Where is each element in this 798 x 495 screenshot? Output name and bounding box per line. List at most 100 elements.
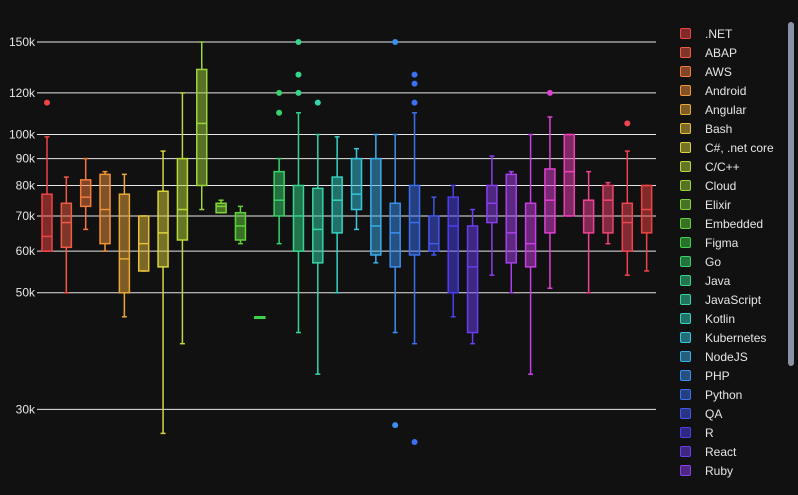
y-axis-ticks: 30k 50k 60k 70k 80k 90k 100k 120k 150k	[9, 35, 36, 416]
outlier-point	[295, 39, 302, 45]
legend-item[interactable]: Embedded	[680, 214, 784, 233]
outlier-point	[411, 99, 418, 106]
legend-item[interactable]: AWS	[680, 62, 784, 81]
legend-swatch	[680, 161, 691, 172]
legend-swatch	[680, 66, 691, 77]
box-iqr	[196, 68, 208, 187]
box-6	[137, 215, 150, 272]
legend-item[interactable]: .NET	[680, 24, 784, 43]
legend-scrollbar[interactable]	[788, 22, 794, 366]
legend-swatch	[680, 85, 691, 96]
legend-item[interactable]: ABAP	[680, 43, 784, 62]
legend-swatch	[680, 142, 691, 153]
box-iqr	[118, 193, 131, 294]
outlier-point	[392, 422, 399, 429]
legend-swatch	[680, 275, 691, 286]
legend-label: Figma	[705, 235, 739, 250]
legend-item[interactable]: JavaScript	[680, 290, 784, 309]
legend-label: NodeJS	[705, 349, 748, 364]
legend-label: Angular	[705, 102, 747, 117]
box-28	[563, 133, 576, 217]
outlier-point	[546, 89, 553, 96]
legend-item[interactable]: Elixir	[680, 195, 784, 214]
box-9	[196, 41, 208, 211]
box-30	[602, 181, 614, 245]
legend-item[interactable]: Python	[680, 385, 784, 404]
legend-item[interactable]: Go	[680, 252, 784, 271]
legend-label: C/C++	[705, 159, 740, 174]
legend-item[interactable]: QA	[680, 404, 784, 423]
box-iqr	[350, 157, 363, 211]
box-iqr	[563, 133, 576, 217]
legend-item[interactable]: PHP	[680, 366, 784, 385]
legend-swatch	[680, 123, 691, 134]
box-27	[544, 89, 556, 289]
legend-label: Bash	[705, 121, 733, 136]
legend-swatch	[680, 427, 691, 438]
legend-label: Cloud	[705, 178, 737, 193]
box-iqr	[157, 190, 169, 268]
legend-item[interactable]: Kubernetes	[680, 328, 784, 347]
legend-item[interactable]: Figma	[680, 233, 784, 252]
legend-swatch	[680, 332, 691, 343]
legend-label: Java	[705, 273, 731, 288]
legend-label: Embedded	[705, 216, 764, 231]
legend-item[interactable]: Kotlin	[680, 309, 784, 328]
legend-swatch	[680, 370, 691, 381]
box-23	[466, 208, 479, 345]
legend-swatch	[680, 180, 691, 191]
y-tick-label: 150k	[9, 35, 36, 49]
legend-item[interactable]: R	[680, 423, 784, 442]
legend-swatch	[680, 237, 691, 248]
box-31	[621, 120, 634, 276]
legend-item[interactable]: Cloud	[680, 176, 784, 195]
legend-item[interactable]: C#, .net core	[680, 138, 784, 157]
y-tick-label: 100k	[9, 128, 36, 142]
box-13	[273, 89, 285, 245]
box-iqr	[582, 199, 595, 234]
legend-label: AWS	[705, 64, 732, 79]
box-24	[486, 155, 498, 276]
box-11	[234, 205, 247, 245]
box-iqr	[41, 193, 53, 252]
outlier-point	[44, 99, 50, 106]
legend-label: C#, .net core	[705, 140, 774, 155]
legend-swatch	[680, 465, 691, 476]
y-tick-label: 60k	[16, 244, 36, 258]
box-26	[524, 133, 537, 375]
box-18	[370, 133, 382, 264]
box-iqr	[273, 170, 285, 217]
box-iqr	[312, 187, 324, 264]
legend-label: Go	[705, 254, 722, 269]
legend-item[interactable]: C/C++	[680, 157, 784, 176]
box-20	[408, 71, 421, 445]
box-iqr	[215, 202, 227, 214]
box-iqr	[428, 215, 440, 252]
y-tick-label: 120k	[9, 86, 36, 100]
legend-swatch	[680, 446, 691, 457]
box-iqr	[79, 179, 92, 208]
box-iqr	[331, 176, 343, 234]
legend-item[interactable]: Bash	[680, 119, 784, 138]
legend-label: Kotlin	[705, 311, 736, 326]
y-tick-label: 30k	[16, 402, 36, 416]
box-iqr	[389, 202, 401, 268]
legend-item[interactable]: Ruby	[680, 461, 784, 480]
legend-item[interactable]: Angular	[680, 100, 784, 119]
legend-label: Python	[705, 387, 743, 402]
legend-item[interactable]: Java	[680, 271, 784, 290]
legend-label: PHP	[705, 368, 730, 383]
y-tick-label: 80k	[16, 178, 36, 192]
outlier-point	[314, 99, 321, 106]
outlier-point	[276, 109, 283, 116]
legend-item[interactable]: React	[680, 442, 784, 461]
box-iqr	[408, 184, 421, 256]
legend-item[interactable]: NodeJS	[680, 347, 784, 366]
legend-item[interactable]: Android	[680, 81, 784, 100]
y-tick-label: 90k	[16, 152, 36, 166]
box-21	[428, 196, 440, 256]
outlier-point	[276, 89, 283, 96]
box-series	[41, 39, 653, 445]
legend-label: JavaScript	[705, 292, 762, 307]
